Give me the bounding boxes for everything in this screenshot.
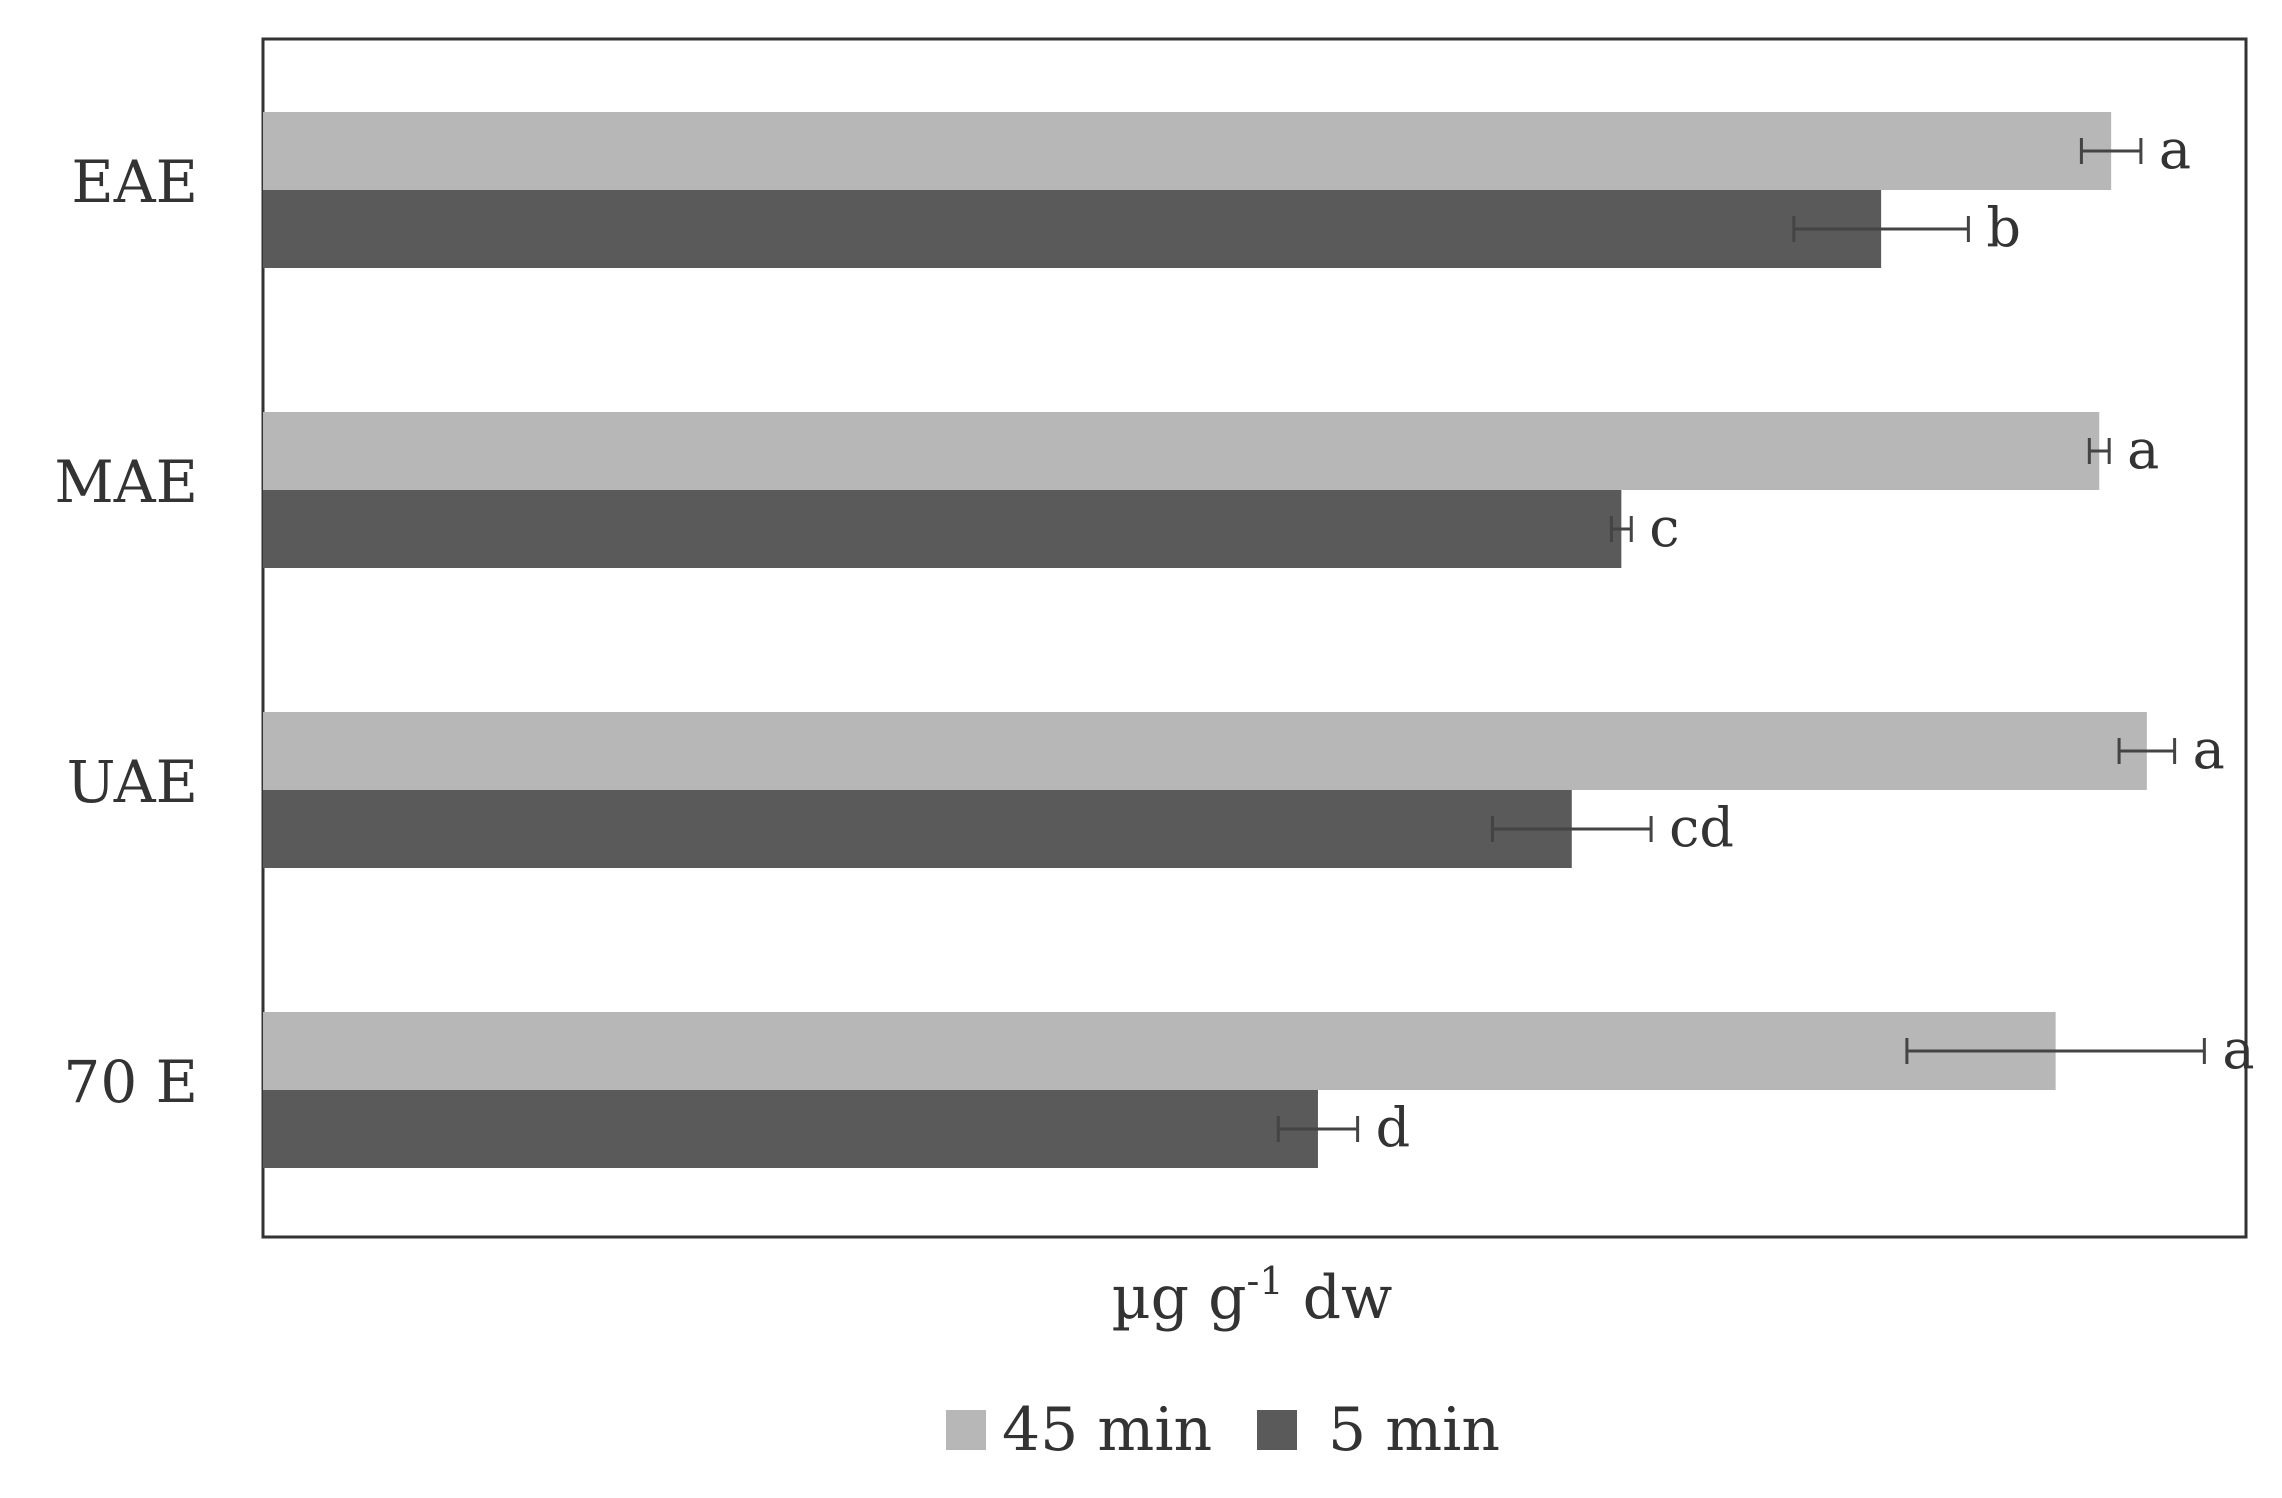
legend-swatch-5-min xyxy=(1257,1410,1297,1450)
legend: 45 min 5 min xyxy=(946,1395,1500,1465)
legend-label-45-min: 45 min xyxy=(1002,1395,1212,1465)
x-axis-label-main: µg g xyxy=(1112,1263,1247,1333)
error-bar-eae-5-min xyxy=(1792,216,1970,242)
error-bar-70-e-5-min xyxy=(1276,1116,1360,1142)
significance-label-eae-45-min: a xyxy=(2159,118,2191,181)
significance-label-70-e-5-min: d xyxy=(1376,1096,1411,1159)
category-label-70-e: 70 E xyxy=(63,1048,198,1116)
bar-70-e-5-min xyxy=(263,1090,1318,1168)
bar-mae-45-min xyxy=(263,412,2100,490)
significance-label-uae-45-min: a xyxy=(2193,718,2225,781)
category-label-uae: UAE xyxy=(67,748,198,816)
error-bar-uae-5-min xyxy=(1490,816,1653,842)
significance-label-uae-5-min: cd xyxy=(1669,796,1734,859)
error-bar-mae-45-min xyxy=(2087,438,2111,464)
bar-eae-45-min xyxy=(263,112,2112,190)
significance-label-eae-5-min: b xyxy=(1986,196,2021,259)
category-label-eae: EAE xyxy=(71,148,198,216)
plot-frame xyxy=(261,37,2248,1239)
x-axis-label-suffix: dw xyxy=(1284,1263,1393,1333)
error-bar-eae-45-min xyxy=(2079,138,2143,164)
bar-70-e-45-min xyxy=(263,1012,2056,1090)
bar-eae-5-min xyxy=(263,190,1882,268)
significance-label-70-e-45-min: a xyxy=(2222,1018,2254,1081)
significance-label-mae-45-min: a xyxy=(2127,418,2159,481)
legend-label-5-min: 5 min xyxy=(1328,1395,1500,1465)
bar-mae-5-min xyxy=(263,490,1622,568)
error-bar-70-e-45-min xyxy=(1905,1038,2206,1064)
x-axis-label-superscript: -1 xyxy=(1247,1259,1284,1303)
error-bar-mae-5-min xyxy=(1609,516,1633,542)
labels-layer: EAE a b MAE a c UAE a cd 70 E a d xyxy=(54,118,2254,1159)
bar-uae-5-min xyxy=(263,790,1572,868)
significance-label-mae-5-min: c xyxy=(1649,496,1679,559)
category-label-mae: MAE xyxy=(54,448,198,516)
legend-swatch-45-min xyxy=(946,1410,986,1450)
bar-uae-45-min xyxy=(263,712,2147,790)
x-axis-label: µg g-1 dw xyxy=(1112,1259,1393,1333)
error-bar-uae-45-min xyxy=(2117,738,2177,764)
bars-layer xyxy=(263,112,2206,1168)
